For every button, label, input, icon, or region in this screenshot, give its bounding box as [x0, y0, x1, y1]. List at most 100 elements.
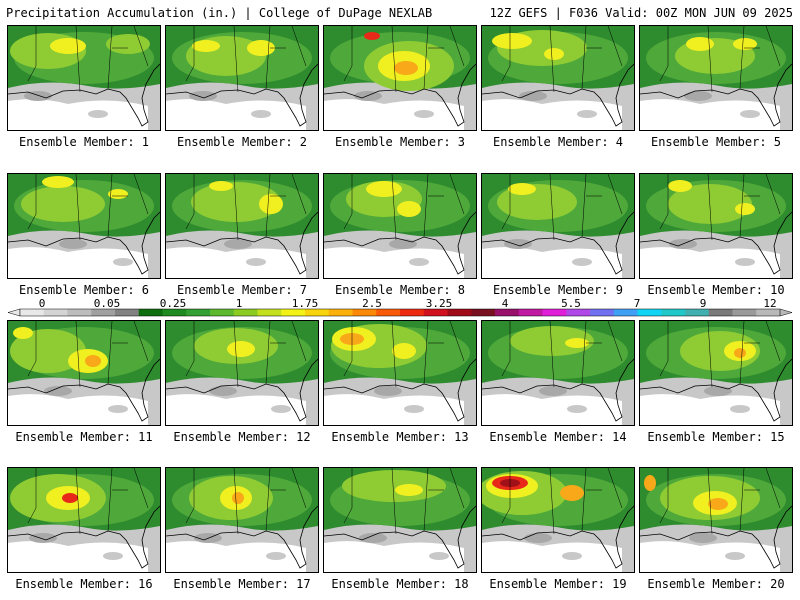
colorbar-swatch [328, 309, 353, 316]
colorbar-swatch [423, 309, 448, 316]
colorbar-swatch [210, 309, 235, 316]
precipitation-map [482, 26, 634, 130]
colorbar-tick-label: 0 [39, 297, 46, 310]
ensemble-member-map-6 [7, 173, 161, 279]
ensemble-member-label: Ensemble Member: 3 [334, 135, 466, 149]
ensemble-member-map-12 [165, 320, 319, 426]
colorbar-tick-label: 12 [763, 297, 776, 310]
ensemble-member-map-10 [639, 173, 793, 279]
precipitation-map [166, 174, 318, 278]
colorbar-tick-label: 2.5 [362, 297, 382, 310]
colorbar-swatch [91, 309, 116, 316]
colorbar-swatch [138, 309, 163, 316]
ensemble-member-map-5 [639, 25, 793, 131]
precipitation-map [324, 174, 476, 278]
precipitation-map [324, 26, 476, 130]
colorbar-swatch [20, 309, 45, 316]
ensemble-member-map-9 [481, 173, 635, 279]
colorbar-tick-label: 0.05 [94, 297, 121, 310]
ensemble-member-label: Ensemble Member: 12 [173, 430, 311, 444]
colorbar-swatch [257, 309, 282, 316]
precipitation-map [640, 26, 792, 130]
ensemble-member-label: Ensemble Member: 6 [18, 283, 150, 297]
ensemble-member-map-20 [639, 467, 793, 573]
colorbar-tick-label: 9 [700, 297, 707, 310]
ensemble-member-map-3 [323, 25, 477, 131]
precipitation-map [482, 174, 634, 278]
precipitation-map [166, 26, 318, 130]
colorbar-swatch [471, 309, 496, 316]
ensemble-member-map-17 [165, 467, 319, 573]
ensemble-member-label: Ensemble Member: 4 [492, 135, 624, 149]
model-valid-time: 12Z GEFS | F036 Valid: 00Z MON JUN 09 20… [489, 6, 793, 20]
colorbar-swatch [495, 309, 520, 316]
colorbar-swatch [661, 309, 686, 316]
colorbar-tick-label: 7 [634, 297, 641, 310]
ensemble-member-map-19 [481, 467, 635, 573]
colorbar-swatch [305, 309, 330, 316]
ensemble-member-map-16 [7, 467, 161, 573]
ensemble-member-label: Ensemble Member: 17 [173, 577, 311, 591]
precipitation-map [324, 321, 476, 425]
colorbar-tick-label: 4 [502, 297, 509, 310]
precipitation-map [640, 468, 792, 572]
ensemble-member-map-1 [7, 25, 161, 131]
ensemble-member-label: Ensemble Member: 19 [489, 577, 627, 591]
precipitation-map [8, 321, 160, 425]
ensemble-member-label: Ensemble Member: 7 [176, 283, 308, 297]
ensemble-member-label: Ensemble Member: 1 [18, 135, 150, 149]
colorbar-swatch [637, 309, 662, 316]
ensemble-member-label: Ensemble Member: 13 [331, 430, 469, 444]
ensemble-member-label: Ensemble Member: 8 [334, 283, 466, 297]
colorbar-tick-label: 3.25 [426, 297, 453, 310]
colorbar-swatch [281, 309, 306, 316]
ensemble-member-label: Ensemble Member: 15 [647, 430, 785, 444]
colorbar-swatch [518, 309, 543, 316]
ensemble-member-label: Ensemble Member: 14 [489, 430, 627, 444]
precipitation-map [640, 174, 792, 278]
colorbar-swatch [590, 309, 615, 316]
precipitation-map [8, 174, 160, 278]
precipitation-map [324, 468, 476, 572]
precipitation-map [482, 468, 634, 572]
ensemble-member-label: Ensemble Member: 11 [15, 430, 153, 444]
colorbar-swatch [67, 309, 92, 316]
colorbar-swatch [352, 309, 377, 316]
ensemble-member-map-2 [165, 25, 319, 131]
colorbar-tick-label: 1 [236, 297, 243, 310]
ensemble-member-map-7 [165, 173, 319, 279]
precipitation-map [166, 321, 318, 425]
colorbar-swatch [732, 309, 757, 316]
ensemble-member-label: Ensemble Member: 16 [15, 577, 153, 591]
colorbar-tick-label: 1.75 [292, 297, 319, 310]
colorbar-tick-label: 0.25 [160, 297, 187, 310]
colorbar-swatch [186, 309, 211, 316]
colorbar-swatch [233, 309, 258, 316]
precipitation-map [166, 468, 318, 572]
colorbar-swatch [43, 309, 68, 316]
ensemble-member-label: Ensemble Member: 20 [647, 577, 785, 591]
ensemble-member-label: Ensemble Member: 2 [176, 135, 308, 149]
ensemble-member-label: Ensemble Member: 9 [492, 283, 624, 297]
colorbar-tick-label: 5.5 [561, 297, 581, 310]
ensemble-member-label: Ensemble Member: 18 [331, 577, 469, 591]
precipitation-map [8, 26, 160, 130]
colorbar-swatch [376, 309, 401, 316]
colorbar-swatch [447, 309, 472, 316]
colorbar-swatch [400, 309, 425, 316]
precipitation-colorbar: 0 0.05 0.25 1 1.75 2.5 3.25 4 5.5 7 9 12 [7, 297, 793, 317]
colorbar-swatch [756, 309, 781, 316]
ensemble-member-map-8 [323, 173, 477, 279]
ensemble-member-map-18 [323, 467, 477, 573]
colorbar-swatch [708, 309, 733, 316]
ensemble-member-label: Ensemble Member: 5 [650, 135, 782, 149]
precipitation-map [482, 321, 634, 425]
ensemble-member-map-4 [481, 25, 635, 131]
precipitation-map [640, 321, 792, 425]
colorbar-swatch [542, 309, 567, 316]
precipitation-map [8, 468, 160, 572]
colorbar-swatch [566, 309, 591, 316]
ensemble-member-map-14 [481, 320, 635, 426]
colorbar-swatch [685, 309, 710, 316]
colorbar-swatch [115, 309, 140, 316]
